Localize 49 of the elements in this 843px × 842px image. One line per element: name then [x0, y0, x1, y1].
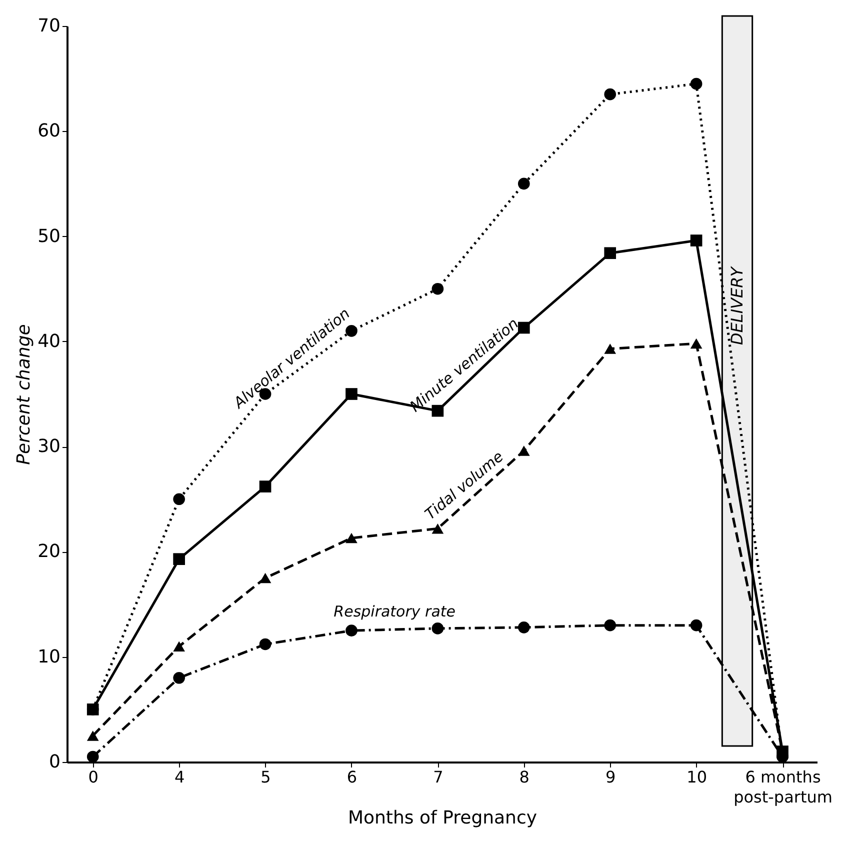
point [604, 619, 616, 632]
point [173, 493, 185, 506]
point [604, 88, 616, 100]
point [604, 344, 616, 354]
y-tick-label: 50 [38, 226, 60, 247]
point [604, 247, 616, 260]
point [86, 730, 99, 741]
point [432, 523, 444, 534]
y-tick-label: 0 [49, 752, 60, 772]
point [518, 178, 530, 190]
x-tick-label: 7 [433, 768, 444, 786]
y-tick-label: 20 [38, 541, 60, 562]
point [173, 672, 185, 684]
point [690, 338, 702, 349]
series-label: Respiratory rate [334, 602, 456, 621]
point [259, 572, 272, 584]
point [432, 282, 444, 295]
y-tick-label: 70 [38, 16, 60, 36]
x-tick-label: 6 [346, 768, 358, 786]
y-tick-label: 30 [38, 436, 60, 458]
point [518, 622, 530, 634]
point [346, 388, 358, 400]
point [690, 619, 702, 632]
point [518, 322, 530, 334]
point [86, 750, 99, 763]
point [259, 480, 272, 492]
y-axis-title: Percent change [14, 324, 35, 465]
point [259, 638, 272, 650]
point [690, 78, 702, 90]
x-tick-label: 9 [606, 768, 616, 786]
point [346, 532, 358, 544]
point [690, 234, 702, 246]
point [346, 624, 358, 636]
point [432, 622, 444, 634]
point [173, 641, 185, 652]
x-axis-title: Months of Pregnancy [348, 808, 538, 828]
x-tick-label: 5 [260, 768, 271, 786]
x-tick-label: 6 months post-partum [734, 768, 832, 806]
point [518, 446, 530, 456]
x-tick-label: 0 [88, 768, 98, 786]
y-tick-label: 40 [38, 330, 60, 352]
y-tick-label: 10 [38, 646, 60, 668]
point [86, 704, 99, 716]
x-tick-label: 4 [174, 768, 185, 786]
x-tick-label: 10 [686, 768, 707, 786]
point [173, 553, 185, 565]
y-tick-label: 60 [38, 120, 60, 142]
band-label: DELIVERY [727, 266, 746, 346]
x-tick-label: 8 [519, 768, 530, 786]
